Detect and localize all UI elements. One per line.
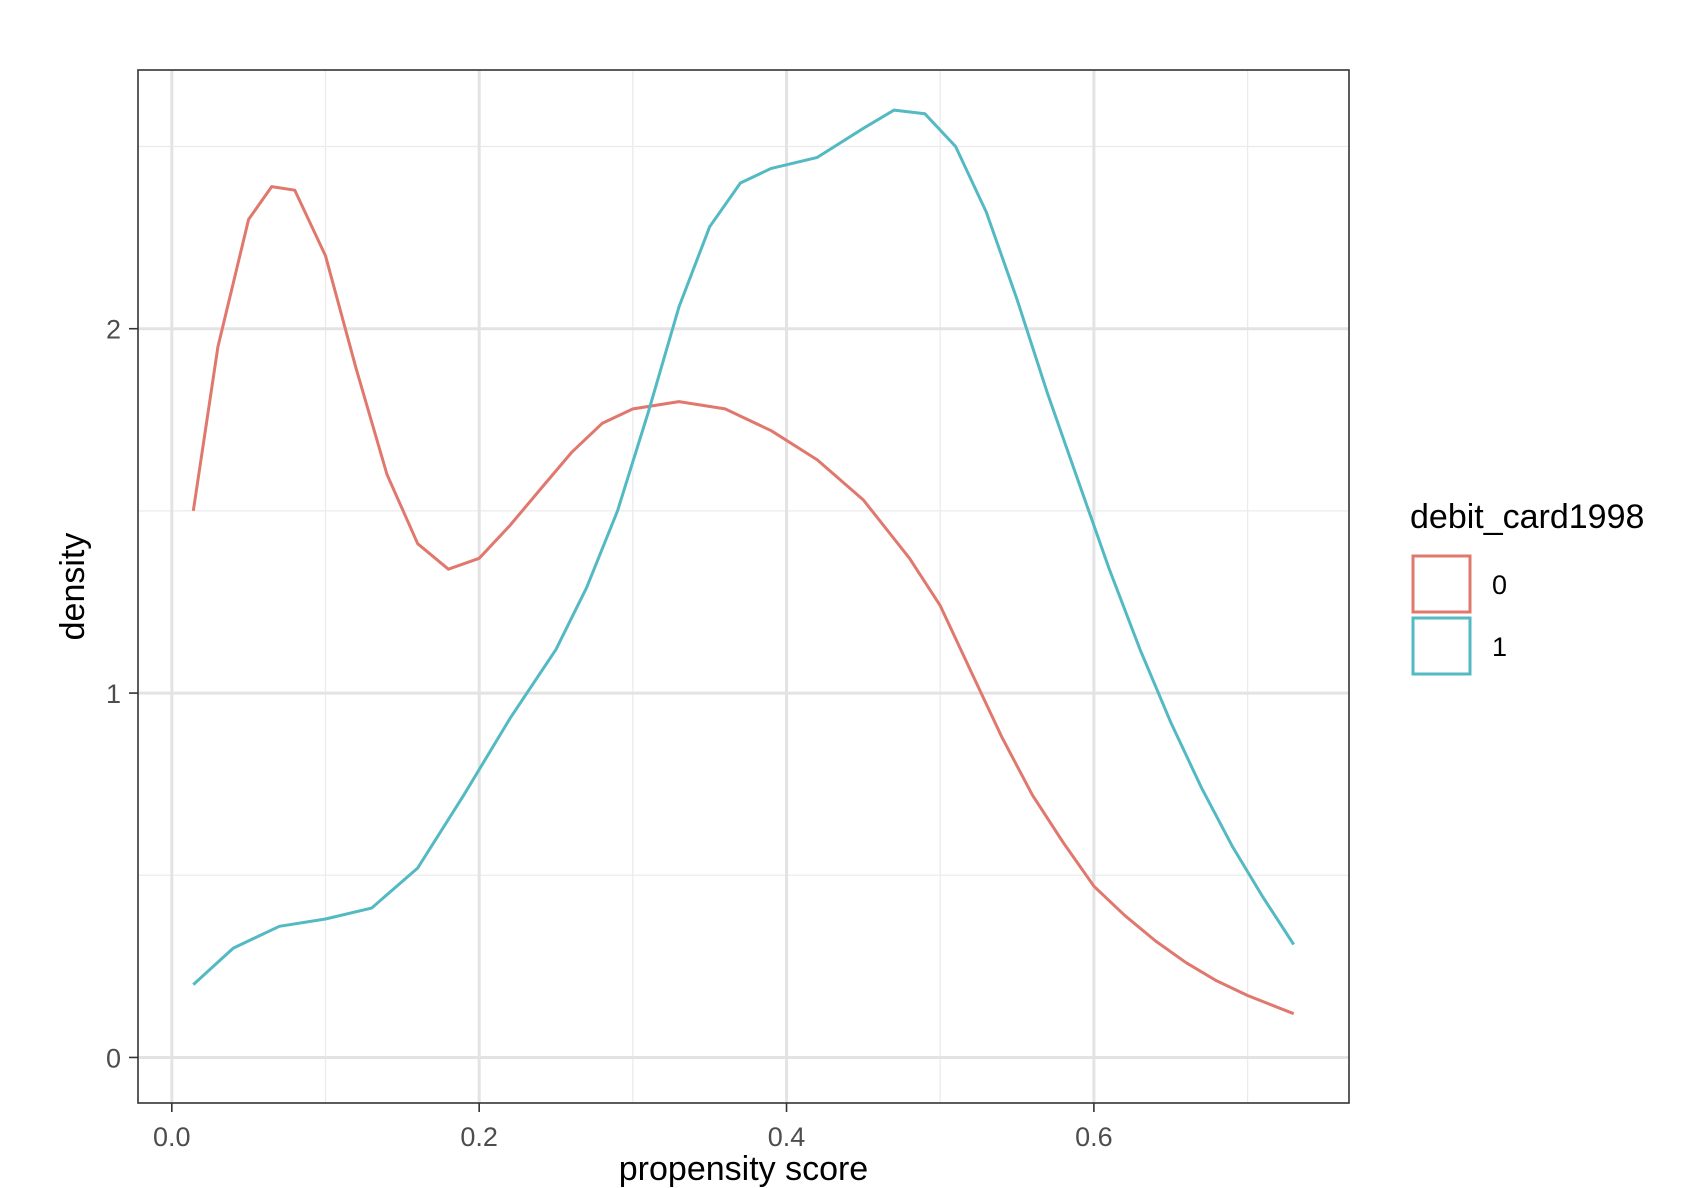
series-line-1: [192, 108, 1295, 986]
y-tick-label: 2: [106, 315, 121, 345]
legend-items: 01: [1411, 554, 1507, 676]
x-axis-title: propensity score: [619, 1150, 868, 1188]
legend-key-1: [1411, 616, 1472, 676]
x-tick-label: 0.0: [153, 1122, 191, 1152]
legend-label-0: 0: [1492, 570, 1507, 600]
x-tick-label: 0.6: [1075, 1122, 1113, 1152]
legend-title: debit_card1998: [1410, 498, 1644, 536]
x-axis: 0.0 0.2 0.4 0.6: [153, 1103, 1113, 1152]
series-line-0: [191, 185, 1295, 1016]
y-axis-title: density: [54, 533, 92, 641]
legend: debit_card1998 01: [1410, 498, 1644, 676]
y-tick-label: 1: [106, 679, 121, 709]
series-lines: [191, 108, 1295, 1016]
legend-key-0: [1411, 554, 1472, 614]
y-tick-label: 0: [106, 1043, 121, 1073]
panel-border: [137, 69, 1350, 1104]
y-axis: 0 1 2: [106, 315, 138, 1073]
legend-label-1: 1: [1492, 632, 1507, 662]
x-tick-label: 0.4: [768, 1122, 806, 1152]
x-tick-label: 0.2: [460, 1122, 498, 1152]
grid-lines: [138, 70, 1349, 1103]
